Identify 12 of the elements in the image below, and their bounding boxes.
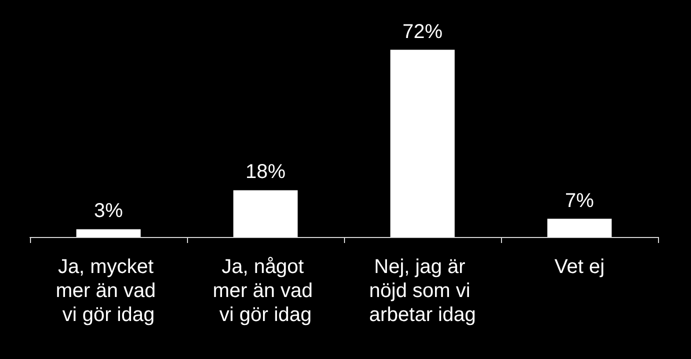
- bar: [547, 218, 612, 237]
- data-label: 3%: [94, 200, 124, 222]
- data-label: 7%: [565, 190, 594, 212]
- x-tick-label: Ja, något mer än vad vi gör idag: [212, 256, 318, 326]
- bar: [233, 190, 298, 237]
- bar: [76, 229, 141, 237]
- data-label: 18%: [245, 161, 286, 184]
- bar: [390, 50, 455, 237]
- x-tick-label: Ja, mycket mer än vad vi gör idag: [56, 256, 162, 326]
- data-label: 72%: [402, 20, 443, 43]
- x-tick-label: Vet ej: [554, 256, 605, 278]
- x-tick-label: Nej, jag är nöjd som vi arbetar idag: [369, 256, 476, 326]
